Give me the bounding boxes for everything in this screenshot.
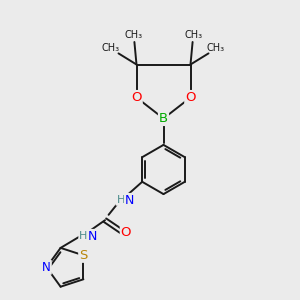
Text: CH₃: CH₃ [184,29,202,40]
Text: O: O [131,91,142,104]
Text: B: B [159,112,168,125]
Text: H: H [79,231,88,241]
Text: N: N [42,261,51,274]
Text: CH₃: CH₃ [102,43,120,53]
Text: N: N [88,230,97,243]
Text: O: O [121,226,131,239]
Text: CH₃: CH₃ [207,43,225,53]
Text: CH₃: CH₃ [124,29,142,40]
Text: H: H [116,195,125,205]
Text: S: S [79,249,88,262]
Text: O: O [185,91,196,104]
Text: N: N [125,194,134,207]
